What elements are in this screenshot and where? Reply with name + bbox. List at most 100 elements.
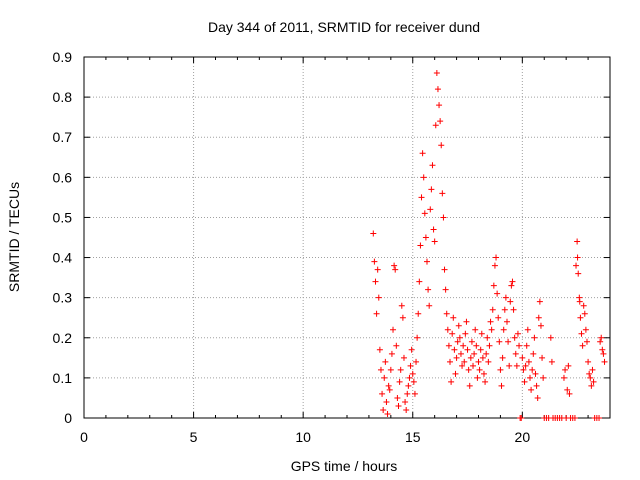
data-point bbox=[393, 342, 400, 349]
data-point bbox=[477, 346, 484, 353]
data-point bbox=[429, 162, 436, 169]
data-point bbox=[463, 318, 470, 325]
data-point bbox=[472, 326, 479, 333]
data-point bbox=[408, 346, 415, 353]
data-point bbox=[491, 262, 498, 269]
data-point bbox=[519, 354, 526, 361]
data-point bbox=[599, 346, 606, 353]
data-point bbox=[433, 70, 440, 77]
data-point bbox=[566, 390, 573, 397]
axis-ticks: 0 0.1 0.2 0.3 0.4 0.5 0.6 0.7 0.8 0.9 0 5 10 15 20 bbox=[53, 49, 611, 445]
data-point bbox=[588, 382, 595, 389]
y-tick-label: 0.8 bbox=[53, 89, 73, 105]
data-point bbox=[434, 86, 441, 93]
data-point bbox=[417, 242, 424, 249]
data-point bbox=[422, 234, 429, 241]
data-point bbox=[498, 382, 505, 389]
data-point bbox=[512, 350, 519, 357]
data-point bbox=[441, 266, 448, 273]
data-point bbox=[379, 390, 386, 397]
data-point bbox=[534, 394, 541, 401]
data-point bbox=[524, 326, 531, 333]
data-point bbox=[513, 362, 520, 369]
data-point bbox=[453, 354, 460, 361]
data-point bbox=[589, 366, 596, 373]
data-point bbox=[440, 214, 447, 221]
data-point bbox=[573, 262, 580, 269]
data-point bbox=[394, 394, 401, 401]
data-point bbox=[404, 390, 411, 397]
data-point bbox=[576, 298, 583, 305]
data-point bbox=[548, 358, 555, 365]
data-point bbox=[597, 338, 604, 345]
data-point bbox=[528, 386, 535, 393]
data-point bbox=[459, 362, 466, 369]
data-point bbox=[578, 330, 585, 337]
x-tick-label: 5 bbox=[190, 429, 198, 445]
data-point bbox=[387, 366, 394, 373]
x-axis-label: GPS time / hours bbox=[291, 458, 398, 474]
data-point bbox=[403, 406, 410, 413]
data-point bbox=[445, 342, 452, 349]
data-point bbox=[499, 354, 506, 361]
data-point bbox=[437, 118, 444, 125]
data-point bbox=[547, 334, 554, 341]
data-point bbox=[585, 358, 592, 365]
data-point bbox=[486, 342, 493, 349]
data-point bbox=[421, 210, 428, 217]
data-point bbox=[443, 310, 450, 317]
data-point bbox=[473, 342, 480, 349]
data-point bbox=[420, 174, 427, 181]
data-point bbox=[416, 278, 423, 285]
data-point bbox=[496, 338, 503, 345]
data-point bbox=[447, 358, 454, 365]
chart-title: Day 344 of 2011, SRMTID for receiver dun… bbox=[208, 19, 480, 35]
data-point bbox=[449, 330, 456, 337]
data-point bbox=[465, 366, 472, 373]
data-point bbox=[510, 306, 517, 313]
data-point bbox=[527, 374, 534, 381]
data-point bbox=[384, 410, 391, 417]
data-point bbox=[475, 358, 482, 365]
data-point bbox=[402, 398, 409, 405]
data-point bbox=[476, 366, 483, 373]
data-point bbox=[396, 378, 403, 385]
y-tick-label: 0.7 bbox=[53, 129, 73, 145]
data-point bbox=[395, 402, 402, 409]
data-point bbox=[485, 358, 492, 365]
data-point bbox=[399, 314, 406, 321]
data-point bbox=[560, 374, 567, 381]
data-point bbox=[457, 350, 464, 357]
data-point bbox=[392, 266, 399, 273]
data-point bbox=[374, 266, 381, 273]
data-point bbox=[444, 326, 451, 333]
data-point bbox=[455, 322, 462, 329]
data-point bbox=[411, 390, 418, 397]
x-tick-label: 10 bbox=[295, 429, 311, 445]
data-point bbox=[586, 370, 593, 377]
y-tick-label: 0.3 bbox=[53, 290, 73, 306]
data-point bbox=[438, 142, 445, 149]
y-tick-label: 0.5 bbox=[53, 209, 73, 225]
data-point bbox=[390, 326, 397, 333]
data-point bbox=[525, 358, 532, 365]
data-point bbox=[464, 346, 471, 353]
data-point bbox=[478, 330, 485, 337]
data-point bbox=[580, 302, 587, 309]
data-point bbox=[574, 238, 581, 245]
data-point bbox=[522, 362, 529, 369]
data-point bbox=[502, 294, 509, 301]
data-point bbox=[410, 378, 417, 385]
data-point bbox=[501, 306, 508, 313]
data-point bbox=[479, 354, 486, 361]
grid bbox=[84, 57, 610, 418]
data-point bbox=[487, 318, 494, 325]
data-point bbox=[536, 298, 543, 305]
y-tick-label: 0.9 bbox=[53, 49, 73, 65]
data-point bbox=[407, 362, 414, 369]
data-point bbox=[406, 374, 413, 381]
data-point bbox=[531, 334, 538, 341]
data-point bbox=[397, 366, 404, 373]
x-tick-label: 15 bbox=[405, 429, 421, 445]
